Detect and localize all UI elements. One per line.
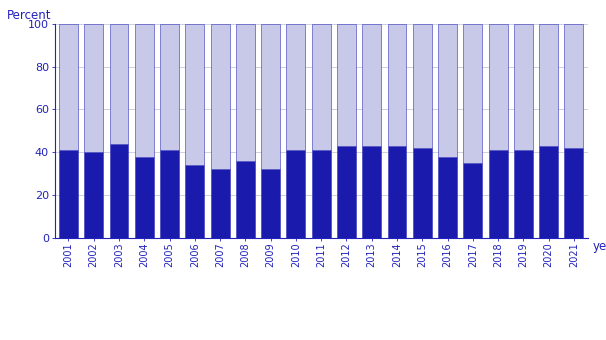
Bar bbox=[135, 24, 154, 157]
Bar bbox=[514, 150, 533, 238]
Bar bbox=[413, 148, 431, 238]
Bar bbox=[413, 24, 431, 148]
Bar bbox=[185, 24, 204, 165]
Bar bbox=[59, 150, 78, 238]
Bar bbox=[236, 161, 255, 238]
Bar bbox=[488, 150, 508, 238]
Bar bbox=[539, 24, 558, 146]
Bar bbox=[337, 146, 356, 238]
Bar bbox=[514, 24, 533, 150]
Bar bbox=[337, 24, 356, 146]
Bar bbox=[287, 150, 305, 238]
Bar bbox=[135, 157, 154, 238]
Bar bbox=[236, 24, 255, 161]
Bar bbox=[185, 165, 204, 238]
Bar bbox=[539, 146, 558, 238]
Bar bbox=[160, 150, 179, 238]
Bar bbox=[311, 24, 331, 150]
Bar bbox=[564, 148, 584, 238]
Bar bbox=[464, 24, 482, 163]
Bar bbox=[84, 152, 103, 238]
Bar bbox=[564, 24, 584, 148]
Legend: Investments, Current expenditures: Investments, Current expenditures bbox=[167, 336, 422, 340]
Bar bbox=[84, 24, 103, 152]
Bar bbox=[387, 24, 407, 146]
Bar bbox=[311, 150, 331, 238]
Bar bbox=[110, 144, 128, 238]
Bar bbox=[287, 24, 305, 150]
Bar bbox=[387, 146, 407, 238]
Bar bbox=[261, 169, 280, 238]
Text: year: year bbox=[593, 240, 606, 253]
Bar bbox=[59, 24, 78, 150]
Bar bbox=[362, 24, 381, 146]
Text: Percent: Percent bbox=[7, 8, 51, 22]
Bar bbox=[464, 163, 482, 238]
Bar bbox=[160, 24, 179, 150]
Bar bbox=[211, 24, 230, 169]
Bar bbox=[211, 169, 230, 238]
Bar bbox=[438, 157, 457, 238]
Bar bbox=[362, 146, 381, 238]
Bar bbox=[110, 24, 128, 144]
Bar bbox=[488, 24, 508, 150]
Bar bbox=[438, 24, 457, 157]
Bar bbox=[261, 24, 280, 169]
